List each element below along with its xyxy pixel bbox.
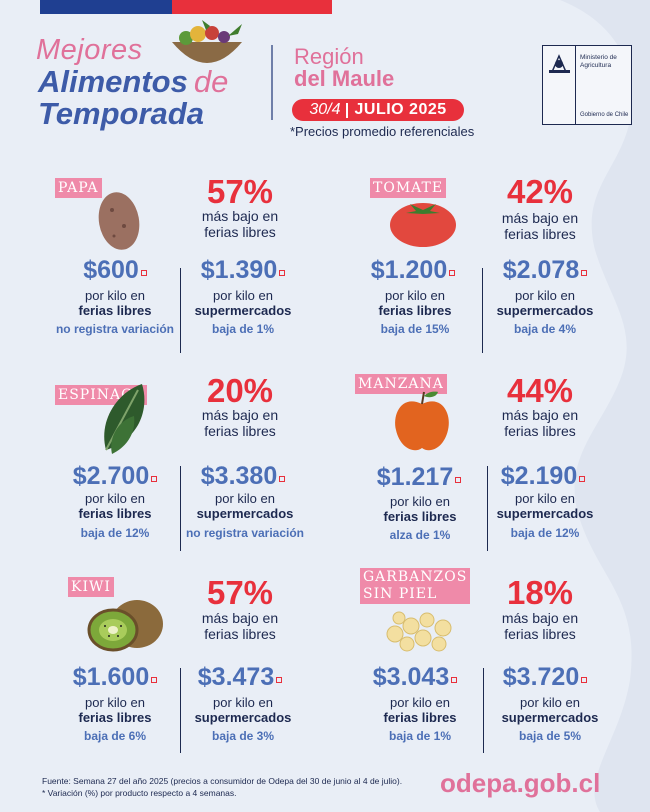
- super-variation: baja de 4%: [513, 322, 577, 336]
- super-unit: por kilo en supermercados: [496, 491, 594, 521]
- background-decoration: [560, 0, 650, 812]
- reference-note: *Precios promedio referenciales: [290, 124, 475, 139]
- savings-percent: 44%: [506, 372, 574, 409]
- super-variation: baja de 3%: [211, 729, 275, 743]
- product-label-tomate: TOMATE: [370, 178, 447, 198]
- column-separator: [487, 466, 488, 551]
- product-label-manzana: MANZANA: [355, 374, 447, 394]
- product-label-papa: PAPA: [55, 178, 102, 198]
- region-name: del Maule: [294, 66, 395, 91]
- potato-icon: [98, 192, 140, 250]
- savings-text: más bajo en ferias libres: [201, 610, 279, 642]
- feria-price: $1.217: [344, 463, 494, 492]
- super-price: $2.190: [468, 462, 618, 491]
- feria-unit: por kilo en ferias libres: [383, 494, 457, 524]
- title-line-3: Temporada: [38, 96, 204, 131]
- savings-text: más bajo en ferias libres: [501, 407, 579, 439]
- vegetable-bowl-icon: [172, 20, 242, 63]
- feria-price: $1.200: [338, 256, 488, 285]
- feria-variation: baja de 12%: [80, 526, 150, 540]
- savings-percent: 57%: [206, 574, 274, 611]
- chickpeas-icon: [386, 611, 452, 652]
- super-variation: baja de 5%: [518, 729, 582, 743]
- feria-variation: no registra variación: [55, 322, 175, 336]
- super-unit: por kilo en supermercados: [496, 288, 594, 318]
- title-line-1: Mejores: [36, 34, 143, 66]
- feria-variation: baja de 15%: [380, 322, 450, 336]
- super-variation: baja de 12%: [510, 526, 580, 540]
- super-unit: por kilo en supermercados: [501, 695, 599, 725]
- feria-price: $3.043: [340, 663, 490, 692]
- kiwi-icon: [87, 600, 163, 652]
- feria-unit: por kilo en ferias libres: [378, 288, 452, 318]
- column-separator: [180, 268, 181, 353]
- apple-icon: [395, 391, 449, 451]
- savings-percent: 57%: [206, 173, 274, 210]
- savings-text: más bajo en ferias libres: [501, 210, 579, 242]
- website-link[interactable]: odepa.gob.cl: [440, 768, 601, 798]
- feria-unit: por kilo en ferias libres: [78, 491, 152, 521]
- tomato-icon: [390, 203, 456, 247]
- variation-note: * Variación (%) por producto respecto a …: [42, 788, 237, 798]
- super-unit: por kilo en supermercados: [194, 695, 292, 725]
- savings-text: más bajo en ferias libres: [201, 208, 279, 240]
- super-price: $3.720: [470, 663, 620, 692]
- feria-variation: baja de 1%: [388, 729, 452, 743]
- spinach-icon: [104, 384, 145, 454]
- feria-variation: baja de 6%: [83, 729, 147, 743]
- title-line-2: Alimentos de: [38, 64, 229, 99]
- super-variation: baja de 1%: [211, 322, 275, 336]
- product-label-kiwi: KIWI: [68, 577, 114, 597]
- savings-percent: 20%: [206, 372, 274, 409]
- feria-unit: por kilo en ferias libres: [78, 288, 152, 318]
- product-label-garbanzos: GARBANZOS SIN PIEL: [360, 568, 471, 604]
- source-note: Fuente: Semana 27 del año 2025 (precios …: [42, 776, 403, 786]
- super-unit: por kilo en supermercados: [196, 491, 294, 521]
- savings-percent: 18%: [506, 574, 574, 611]
- feria-price: $600: [40, 256, 190, 285]
- feria-variation: alza de 1%: [389, 528, 451, 542]
- column-separator: [482, 268, 483, 353]
- column-separator: [483, 668, 484, 753]
- savings-percent: 42%: [506, 173, 574, 210]
- feria-unit: por kilo en ferias libres: [78, 695, 152, 725]
- super-price: $3.473: [165, 663, 315, 692]
- header-divider: [271, 45, 273, 120]
- super-price: $3.380: [168, 462, 318, 491]
- feria-unit: por kilo en ferias libres: [383, 695, 457, 725]
- super-price: $2.078: [470, 256, 620, 285]
- feria-price: $1.600: [40, 663, 190, 692]
- super-price: $1.390: [168, 256, 318, 285]
- super-variation: no registra variación: [185, 526, 305, 540]
- chile-flag-stripe: [40, 0, 332, 14]
- column-separator: [180, 668, 181, 753]
- coat-of-arms-icon: [549, 54, 570, 73]
- column-separator: [180, 466, 181, 551]
- savings-text: más bajo en ferias libres: [501, 610, 579, 642]
- savings-text: más bajo en ferias libres: [201, 407, 279, 439]
- footer-notes: Fuente: Semana 27 del año 2025 (precios …: [42, 775, 402, 799]
- ministry-logo: Ministerio de Agricultura Gobierno de Ch…: [542, 45, 632, 125]
- super-unit: por kilo en supermercados: [194, 288, 292, 318]
- region-label: Región: [294, 44, 364, 69]
- feria-price: $2.700: [40, 462, 190, 491]
- date-badge: 30/4 JULIO 2025: [292, 99, 464, 121]
